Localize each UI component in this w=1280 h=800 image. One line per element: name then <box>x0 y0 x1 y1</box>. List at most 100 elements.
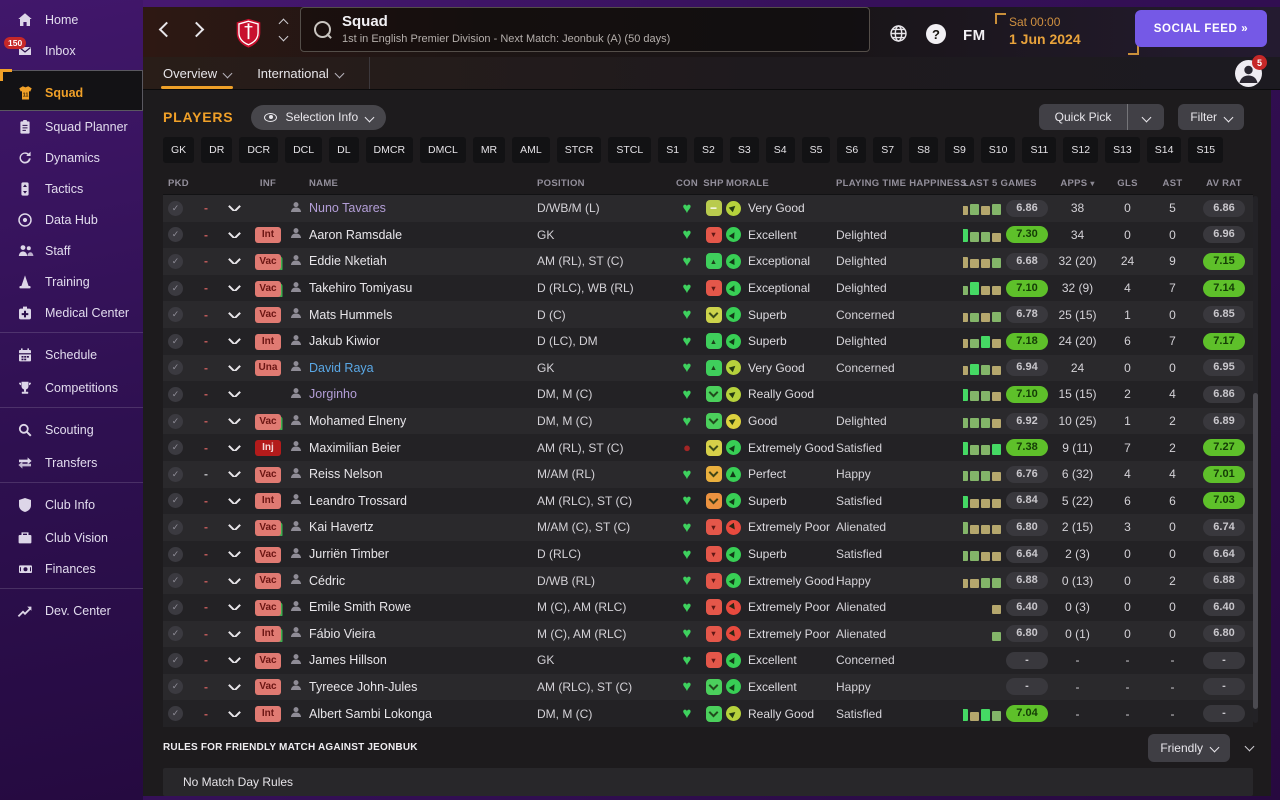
expand-chevron-icon[interactable] <box>227 497 241 504</box>
sidebar-item-squad[interactable]: 11 Squad <box>0 69 143 111</box>
sidebar-item-finances[interactable]: Finances <box>0 553 143 584</box>
player-row-albert-sambi-lokonga[interactable]: - Int Albert Sambi Lokonga DM, M (C) Rea… <box>163 700 1253 727</box>
player-row-jorginho[interactable]: - Jorginho DM, M (C) Really Good 7.10 15… <box>163 381 1253 408</box>
expand-chevron-icon[interactable] <box>227 577 241 584</box>
picked-check-icon[interactable] <box>168 546 183 562</box>
position-filter-dmcr[interactable]: DMCR <box>365 137 414 163</box>
team-switcher[interactable] <box>278 18 289 42</box>
player-row-kai-havertz[interactable]: - Vac Kai Havertz M/AM (C), ST (C) Extre… <box>163 514 1253 541</box>
expand-chevron-icon[interactable] <box>227 205 241 212</box>
player-name[interactable]: Mats Hummels <box>309 307 393 322</box>
position-filter-s7[interactable]: S7 <box>873 137 903 163</box>
player-name[interactable]: Emile Smith Rowe <box>309 600 412 615</box>
position-filter-s6[interactable]: S6 <box>837 137 867 163</box>
match-rules-dropdown[interactable]: Friendly <box>1148 733 1230 762</box>
player-row-david-raya[interactable]: - Una David Raya GK Very Good Concerned … <box>163 354 1253 382</box>
tab-international[interactable]: International <box>257 57 345 89</box>
picked-check-icon[interactable] <box>168 599 183 615</box>
rules-collapse-chevron[interactable] <box>1244 739 1255 757</box>
player-name[interactable]: Maximilian Beier <box>309 440 401 455</box>
picked-check-icon[interactable] <box>168 386 183 402</box>
position-filter-aml[interactable]: AML <box>512 137 550 163</box>
player-row-emile-smith-rowe[interactable]: - Vac Emile Smith Rowe M (C), AM (RLC) E… <box>163 593 1253 621</box>
position-filter-s8[interactable]: S8 <box>909 137 938 163</box>
help-button[interactable]: ? <box>926 24 946 44</box>
picked-check-icon[interactable] <box>168 626 183 642</box>
title-search-panel[interactable]: Squad 1st in English Premier Division - … <box>300 7 870 52</box>
filter-button[interactable]: Filter <box>1178 104 1244 130</box>
position-filter-stcl[interactable]: STCL <box>608 137 652 163</box>
expand-chevron-icon[interactable] <box>227 710 241 717</box>
column-header-pkd[interactable]: PKD <box>168 177 189 189</box>
expand-chevron-icon[interactable] <box>227 391 241 398</box>
picked-check-icon[interactable] <box>168 466 183 482</box>
expand-chevron-icon[interactable] <box>227 471 241 478</box>
player-row-maximilian-beier[interactable]: - Inj Maximilian Beier AM (RL), ST (C) E… <box>163 434 1253 461</box>
player-row-tyreece-john-jules[interactable]: - Vac Tyreece John-Jules AM (RLC), ST (C… <box>163 673 1253 701</box>
expand-chevron-icon[interactable] <box>227 524 241 531</box>
quick-pick-button[interactable]: Quick Pick <box>1038 104 1128 130</box>
position-filter-dmcl[interactable]: DMCL <box>420 137 466 163</box>
player-name[interactable]: Aaron Ramsdale <box>309 227 403 242</box>
player-name[interactable]: Fábio Vieira <box>309 626 376 641</box>
expand-chevron-icon[interactable] <box>227 311 241 318</box>
position-filter-s10[interactable]: S10 <box>980 137 1016 163</box>
position-filter-s2[interactable]: S2 <box>694 137 723 163</box>
position-filter-dl[interactable]: DL <box>329 137 359 163</box>
column-header-avrat[interactable]: AV RAT <box>1206 177 1242 189</box>
column-header-position[interactable]: POSITION <box>537 177 585 189</box>
sidebar-item-inbox[interactable]: Inbox 150 <box>0 35 143 66</box>
expand-chevron-icon[interactable] <box>227 630 241 637</box>
picked-check-icon[interactable] <box>168 493 183 509</box>
expand-chevron-icon[interactable] <box>227 604 241 611</box>
position-filter-s14[interactable]: S14 <box>1146 137 1182 163</box>
expand-chevron-icon[interactable] <box>227 258 241 265</box>
player-row-c-dric[interactable]: - Vac Cédric D/WB (RL) Extremely Good Ha… <box>163 567 1253 594</box>
player-row-leandro-trossard[interactable]: - Int Leandro Trossard AM (RLC), ST (C) … <box>163 487 1253 515</box>
position-filter-s9[interactable]: S9 <box>944 137 974 163</box>
position-filter-stcr[interactable]: STCR <box>556 137 602 163</box>
position-filter-dcr[interactable]: DCR <box>239 137 279 163</box>
player-name[interactable]: Albert Sambi Lokonga <box>309 706 432 721</box>
sidebar-item-medical-center[interactable]: Medical Center <box>0 297 143 328</box>
position-filter-s15[interactable]: S15 <box>1188 137 1224 163</box>
column-header-inf[interactable]: INF <box>259 177 277 189</box>
picked-check-icon[interactable] <box>168 227 183 243</box>
picked-check-icon[interactable] <box>168 413 183 429</box>
sidebar-item-competitions[interactable]: Competitions <box>0 372 143 403</box>
player-name[interactable]: Jurriën Timber <box>309 547 389 562</box>
expand-chevron-icon[interactable] <box>227 444 241 451</box>
column-header-shp[interactable]: SHP <box>703 177 724 189</box>
picked-check-icon[interactable] <box>168 652 183 668</box>
position-filter-dr[interactable]: DR <box>201 137 233 163</box>
expand-chevron-icon[interactable] <box>227 364 241 371</box>
sidebar-item-dev-center[interactable]: Dev. Center <box>0 588 143 628</box>
player-name[interactable]: Jakub Kiwior <box>309 334 380 349</box>
player-row-nuno-tavares[interactable]: - Nuno Tavares D/WB/M (L) Very Good 6.86… <box>163 195 1253 222</box>
picked-check-icon[interactable] <box>168 573 183 589</box>
player-name[interactable]: David Raya <box>309 360 374 375</box>
world-icon[interactable] <box>889 24 908 43</box>
player-row-eddie-nketiah[interactable]: - Vac Eddie Nketiah AM (RL), ST (C) Exce… <box>163 248 1253 275</box>
column-header-apps[interactable]: APPS ▾ <box>1060 177 1095 189</box>
position-filter-gk[interactable]: GK <box>163 137 195 163</box>
expand-chevron-icon[interactable] <box>227 338 241 345</box>
sidebar-item-schedule[interactable]: Schedule <box>0 332 143 372</box>
player-name[interactable]: Cédric <box>309 573 346 588</box>
player-row-takehiro-tomiyasu[interactable]: - Vac Takehiro Tomiyasu D (RLC), WB (RL)… <box>163 274 1253 302</box>
expand-chevron-icon[interactable] <box>227 285 241 292</box>
picked-check-icon[interactable] <box>168 519 183 535</box>
picked-check-icon[interactable] <box>168 307 183 323</box>
sidebar-item-staff[interactable]: Staff <box>0 235 143 266</box>
player-row-jakub-kiwior[interactable]: - Int Jakub Kiwior D (LC), DM Superb Del… <box>163 327 1253 355</box>
position-filter-s5[interactable]: S5 <box>801 137 831 163</box>
player-row-f-bio-vieira[interactable]: - Int Fábio Vieira M (C), AM (RLC) Extre… <box>163 620 1253 648</box>
picked-check-icon[interactable] <box>168 679 183 695</box>
expand-chevron-icon[interactable] <box>227 551 241 558</box>
sidebar-item-scouting[interactable]: Scouting <box>0 407 143 447</box>
column-header-happiness[interactable]: PLAYING TIME HAPPINESS <box>836 177 967 189</box>
position-filter-s4[interactable]: S4 <box>765 137 795 163</box>
player-row-james-hillson[interactable]: - Vac James Hillson GK Excellent Concern… <box>163 647 1253 674</box>
sidebar-item-home[interactable]: Home <box>0 4 143 35</box>
sidebar-item-club-info[interactable]: Club Info <box>0 482 143 522</box>
